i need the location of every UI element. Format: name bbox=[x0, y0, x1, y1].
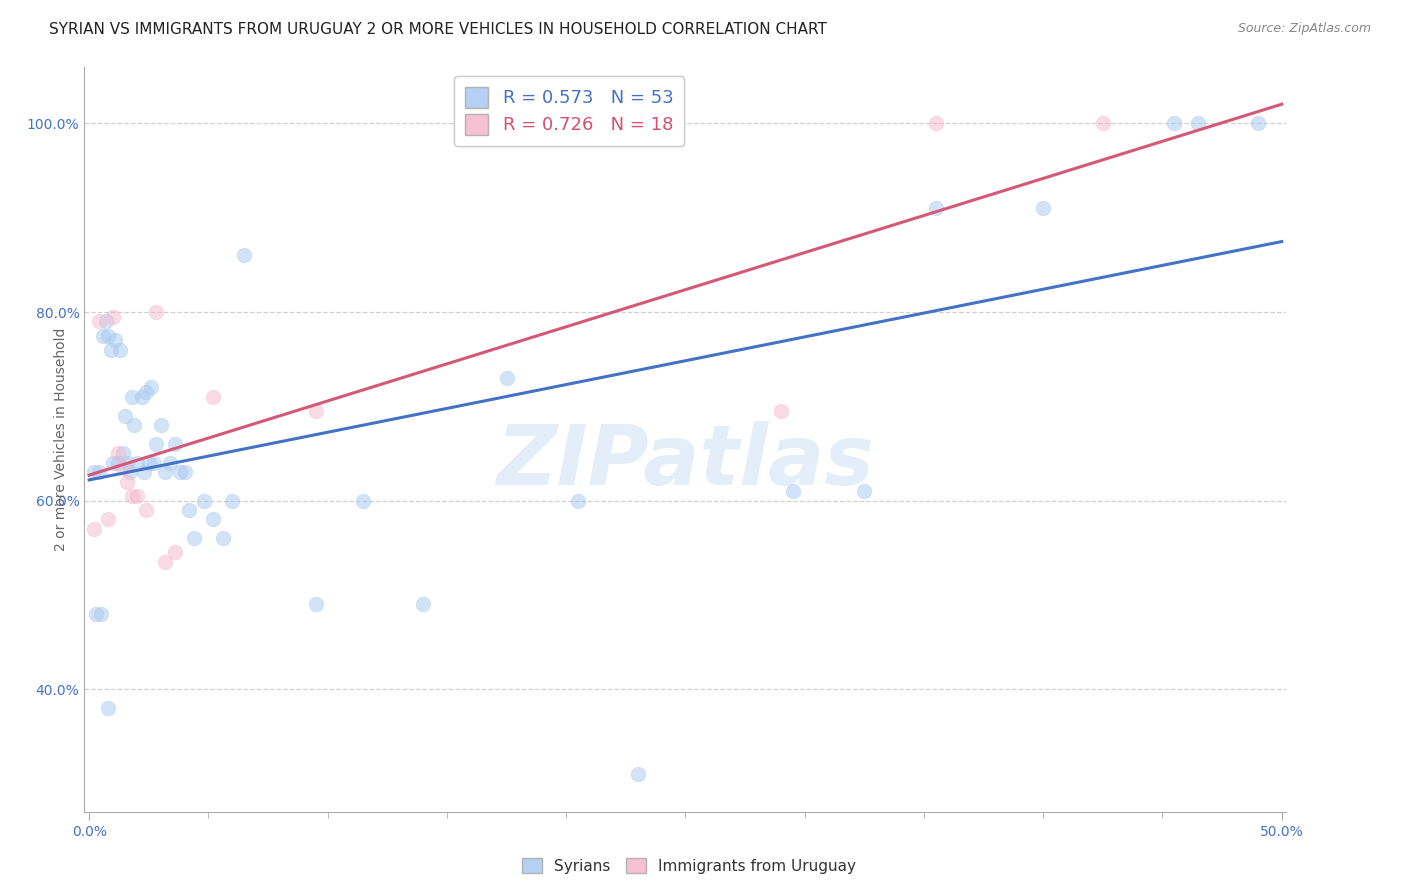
Point bbox=[125, 456, 148, 470]
Point bbox=[769, 404, 792, 418]
Point bbox=[93, 328, 115, 343]
Point bbox=[782, 484, 804, 499]
Point bbox=[173, 465, 195, 479]
Legend: R = 0.573   N = 53, R = 0.726   N = 18: R = 0.573 N = 53, R = 0.726 N = 18 bbox=[454, 76, 685, 145]
Point bbox=[94, 314, 117, 328]
Point bbox=[138, 456, 160, 470]
Point bbox=[925, 116, 948, 130]
Point bbox=[141, 380, 163, 394]
Point bbox=[83, 465, 105, 479]
Point bbox=[183, 531, 205, 545]
Point bbox=[193, 493, 215, 508]
Point bbox=[111, 446, 134, 460]
Point bbox=[567, 493, 589, 508]
Point bbox=[925, 202, 948, 216]
Point bbox=[221, 493, 243, 508]
Point bbox=[97, 512, 120, 526]
Point bbox=[163, 437, 186, 451]
Point bbox=[107, 456, 129, 470]
Point bbox=[83, 522, 105, 536]
Point bbox=[179, 503, 201, 517]
Point bbox=[97, 701, 120, 715]
Point bbox=[108, 343, 131, 357]
Point bbox=[101, 310, 124, 324]
Point bbox=[155, 555, 177, 569]
Point bbox=[853, 484, 876, 499]
Point bbox=[163, 545, 186, 559]
Point bbox=[149, 418, 172, 433]
Point bbox=[142, 456, 165, 470]
Point bbox=[117, 456, 139, 470]
Point bbox=[124, 418, 146, 433]
Point bbox=[169, 465, 191, 479]
Text: Source: ZipAtlas.com: Source: ZipAtlas.com bbox=[1237, 22, 1371, 36]
Point bbox=[159, 456, 181, 470]
Point bbox=[1163, 116, 1185, 130]
Point bbox=[495, 371, 517, 385]
Point bbox=[125, 489, 148, 503]
Point bbox=[90, 607, 112, 621]
Point bbox=[1187, 116, 1209, 130]
Point bbox=[87, 314, 110, 328]
Point bbox=[101, 456, 124, 470]
Point bbox=[84, 607, 107, 621]
Point bbox=[233, 248, 256, 262]
Point bbox=[117, 475, 139, 489]
Point bbox=[121, 390, 143, 404]
Text: SYRIAN VS IMMIGRANTS FROM URUGUAY 2 OR MORE VEHICLES IN HOUSEHOLD CORRELATION CH: SYRIAN VS IMMIGRANTS FROM URUGUAY 2 OR M… bbox=[49, 22, 827, 37]
Y-axis label: 2 or more Vehicles in Household: 2 or more Vehicles in Household bbox=[53, 327, 67, 551]
Point bbox=[131, 390, 153, 404]
Point bbox=[87, 465, 110, 479]
Legend: Syrians, Immigrants from Uruguay: Syrians, Immigrants from Uruguay bbox=[516, 852, 862, 880]
Text: ZIPatlas: ZIPatlas bbox=[496, 421, 875, 502]
Point bbox=[118, 465, 141, 479]
Point bbox=[1091, 116, 1114, 130]
Point bbox=[104, 334, 127, 348]
Point bbox=[305, 404, 328, 418]
Point bbox=[145, 437, 167, 451]
Point bbox=[114, 409, 136, 423]
Point bbox=[97, 328, 120, 343]
Point bbox=[412, 597, 434, 611]
Point bbox=[1032, 202, 1054, 216]
Point bbox=[135, 385, 157, 400]
Point bbox=[121, 489, 143, 503]
Point bbox=[211, 531, 233, 545]
Point bbox=[111, 460, 134, 475]
Point bbox=[627, 767, 650, 781]
Point bbox=[132, 465, 155, 479]
Point bbox=[107, 446, 129, 460]
Point bbox=[145, 305, 167, 319]
Point bbox=[100, 343, 122, 357]
Point bbox=[155, 465, 177, 479]
Point bbox=[135, 503, 157, 517]
Point bbox=[1247, 116, 1270, 130]
Point bbox=[352, 493, 374, 508]
Point bbox=[305, 597, 328, 611]
Point bbox=[202, 390, 225, 404]
Point bbox=[202, 512, 225, 526]
